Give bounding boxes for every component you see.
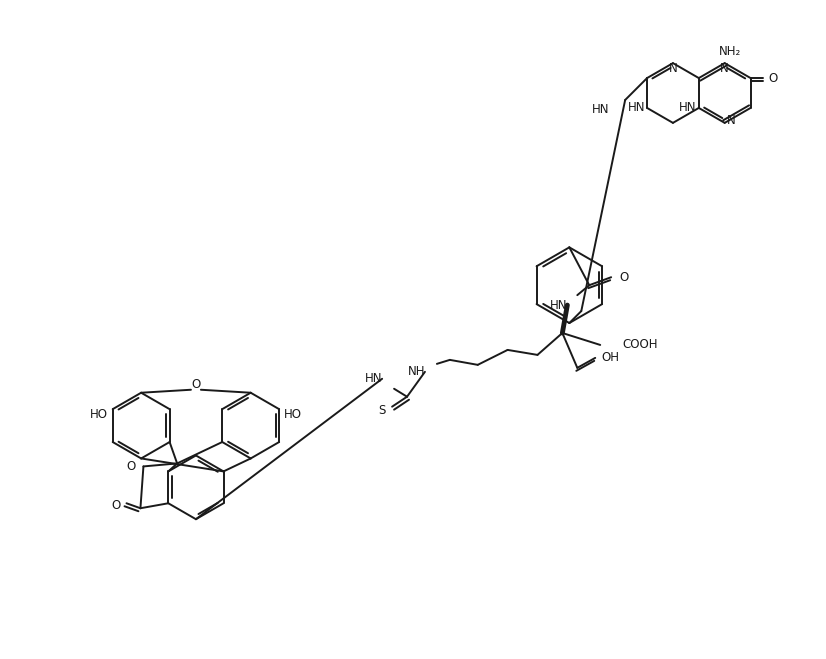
Text: OH: OH — [601, 351, 620, 364]
Text: O: O — [112, 499, 121, 512]
Text: N: N — [727, 115, 735, 127]
Text: S: S — [379, 404, 386, 417]
Text: HN: HN — [364, 372, 382, 386]
Text: HO: HO — [90, 408, 107, 420]
Text: O: O — [768, 72, 778, 84]
Text: O: O — [126, 460, 135, 473]
Text: NH₂: NH₂ — [719, 45, 741, 58]
Text: HN: HN — [591, 103, 610, 117]
Text: N: N — [720, 61, 729, 74]
Text: O: O — [192, 378, 201, 391]
Text: HN: HN — [679, 101, 697, 115]
Text: HN: HN — [628, 101, 645, 115]
Text: N: N — [668, 61, 677, 74]
Text: HO: HO — [284, 408, 302, 420]
Text: O: O — [620, 271, 629, 284]
Text: COOH: COOH — [622, 339, 657, 351]
Text: HN: HN — [550, 299, 567, 312]
Text: NH: NH — [407, 365, 425, 378]
